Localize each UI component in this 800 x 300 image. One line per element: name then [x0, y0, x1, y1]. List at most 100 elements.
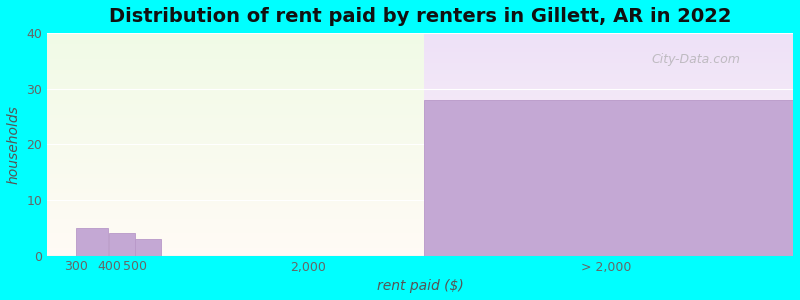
Bar: [47, 252, 424, 256]
Bar: [47, 92, 424, 96]
Bar: [47, 204, 424, 207]
Bar: [47, 222, 424, 226]
Bar: [47, 167, 424, 170]
Bar: [424, 33, 793, 37]
Bar: [47, 170, 424, 174]
Bar: [424, 252, 793, 256]
Bar: [47, 74, 424, 78]
Bar: [424, 122, 793, 126]
Bar: [424, 130, 793, 133]
Bar: [424, 70, 793, 74]
Bar: [424, 100, 793, 103]
Bar: [424, 118, 793, 122]
Bar: [47, 59, 424, 63]
Bar: [424, 96, 793, 100]
Bar: [47, 33, 424, 37]
Bar: [47, 70, 424, 74]
Bar: [47, 148, 424, 152]
Bar: [424, 248, 793, 252]
Bar: [424, 222, 793, 226]
Bar: [47, 141, 424, 144]
Bar: [47, 118, 424, 122]
Bar: [424, 200, 793, 204]
Bar: [424, 92, 793, 96]
Bar: [424, 215, 793, 218]
Bar: [424, 133, 793, 137]
Bar: [47, 40, 424, 44]
Bar: [47, 89, 424, 92]
Bar: [424, 207, 793, 211]
Bar: [47, 237, 424, 241]
Bar: [47, 244, 424, 248]
Bar: [424, 37, 793, 40]
Bar: [47, 248, 424, 252]
Bar: [424, 59, 793, 63]
Bar: [47, 215, 424, 218]
Bar: [424, 178, 793, 182]
Bar: [424, 167, 793, 170]
Bar: [424, 74, 793, 78]
Bar: [47, 52, 424, 55]
Bar: [47, 182, 424, 185]
Bar: [424, 155, 793, 159]
Title: Distribution of rent paid by renters in Gillett, AR in 2022: Distribution of rent paid by renters in …: [109, 7, 731, 26]
Bar: [424, 163, 793, 166]
Bar: [424, 189, 793, 193]
Bar: [47, 81, 424, 85]
Bar: [135, 239, 162, 256]
Bar: [47, 211, 424, 215]
Bar: [47, 63, 424, 66]
Bar: [424, 148, 793, 152]
Bar: [47, 207, 424, 211]
Bar: [47, 107, 424, 111]
Bar: [424, 100, 793, 256]
Bar: [47, 111, 424, 115]
Bar: [424, 63, 793, 66]
Bar: [47, 152, 424, 155]
Bar: [75, 228, 108, 256]
Bar: [424, 193, 793, 196]
Bar: [424, 174, 793, 178]
Bar: [47, 196, 424, 200]
Bar: [47, 159, 424, 163]
Bar: [424, 233, 793, 237]
Bar: [47, 218, 424, 222]
Bar: [47, 233, 424, 237]
Bar: [424, 159, 793, 163]
Bar: [424, 115, 793, 119]
Bar: [424, 126, 793, 130]
Bar: [424, 144, 793, 148]
Bar: [424, 152, 793, 155]
Bar: [424, 55, 793, 59]
Bar: [424, 85, 793, 89]
Bar: [47, 137, 424, 141]
Bar: [109, 233, 135, 256]
Bar: [47, 189, 424, 193]
Bar: [47, 130, 424, 133]
Bar: [424, 66, 793, 70]
Bar: [47, 174, 424, 178]
Y-axis label: households: households: [7, 105, 21, 184]
Bar: [47, 193, 424, 196]
Bar: [47, 144, 424, 148]
Bar: [47, 96, 424, 100]
Bar: [47, 85, 424, 89]
Bar: [47, 66, 424, 70]
Bar: [424, 182, 793, 185]
Bar: [424, 237, 793, 241]
Bar: [47, 241, 424, 244]
Bar: [424, 40, 793, 44]
Bar: [424, 44, 793, 48]
Bar: [47, 115, 424, 119]
Bar: [424, 137, 793, 141]
Bar: [424, 111, 793, 115]
Bar: [424, 78, 793, 81]
Bar: [47, 133, 424, 137]
Bar: [424, 52, 793, 55]
Bar: [424, 81, 793, 85]
Bar: [47, 163, 424, 166]
Text: City-Data.com: City-Data.com: [652, 53, 741, 66]
Bar: [424, 241, 793, 244]
Bar: [47, 126, 424, 130]
Bar: [424, 48, 793, 52]
